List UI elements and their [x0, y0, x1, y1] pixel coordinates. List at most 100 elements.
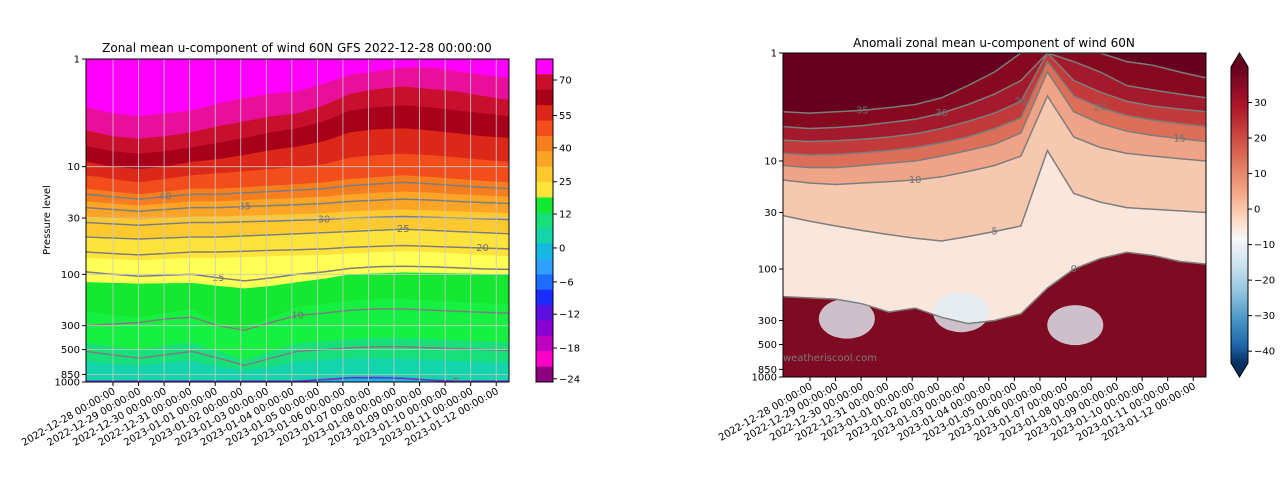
- colorbar-segment: [536, 243, 553, 260]
- contour-label: 10: [291, 310, 304, 321]
- colorbar-segment: [536, 305, 553, 321]
- contour-line: [86, 198, 509, 213]
- colorbar-segment: [536, 351, 553, 368]
- colorbar-segment: [536, 89, 553, 106]
- negative-anomaly-patch: [818, 298, 875, 339]
- filled-contour-band: [86, 376, 509, 382]
- contour-label: 25: [1015, 96, 1028, 107]
- y-tick-label: 500: [61, 345, 80, 356]
- contour-line: [86, 345, 509, 367]
- contour-line: [783, 53, 1206, 114]
- colorbar-tick-label: −10: [1254, 240, 1275, 251]
- colorbar-tick-label: 55: [559, 111, 572, 122]
- chart-panel-right: Anomali zonal mean u-component of wind 6…: [717, 36, 1275, 444]
- colorbar-segment: [536, 258, 553, 275]
- y-tick-label: 10: [764, 157, 777, 168]
- colorbar-segment: [536, 135, 553, 152]
- colorbar-extend-bottom: [1231, 363, 1248, 377]
- colorbar-tick-label: −20: [1254, 276, 1275, 287]
- y-axis-label-left: Pressure level: [42, 185, 53, 255]
- colorbar-segment: [536, 182, 553, 198]
- contour-label: 15: [1173, 134, 1186, 145]
- contour-label: 10: [909, 175, 922, 186]
- contour-label: 20: [476, 243, 489, 254]
- chart-title-right: Anomali zonal mean u-component of wind 6…: [853, 36, 1135, 50]
- colorbar-segment: [536, 320, 553, 337]
- contour-label: 40: [159, 192, 172, 203]
- colorbar-segment: [536, 289, 553, 306]
- colorbar-tick-label: 20: [1254, 134, 1267, 145]
- y-tick-label: 100: [61, 270, 80, 281]
- colorbar-segment: [536, 120, 553, 137]
- colorbar-tick-label: −30: [1254, 311, 1275, 322]
- contour-label: 35: [856, 105, 869, 116]
- colorbar-frame: [535, 58, 554, 383]
- filled-contour-band: [86, 358, 509, 382]
- colorbar-tick-label: 30: [1254, 98, 1267, 109]
- contour-line: [86, 308, 509, 331]
- colorbar-tick-label: −24: [559, 374, 580, 385]
- colorbar-tick-label: 70: [559, 75, 572, 86]
- colorbar-segment: [536, 228, 553, 245]
- colorbar-segment: [536, 366, 553, 383]
- chart-panel-left: Zonal mean u-component of wind 60N GFS 2…: [20, 41, 580, 449]
- contour-label: 30: [935, 108, 948, 119]
- contour-line: [86, 181, 509, 200]
- y-tick-label: 30: [764, 208, 777, 219]
- contour-label: 5: [991, 227, 997, 238]
- y-tick-label: 1000: [55, 378, 80, 389]
- contour-line: [783, 53, 1206, 143]
- contour-label: 35: [238, 202, 251, 213]
- contour-label: 30: [318, 215, 331, 226]
- colorbar-right: 30 20 10 0 −10 −20 −30 −40: [1230, 52, 1275, 378]
- contour-label: 0: [453, 376, 459, 387]
- contour-line: [783, 94, 1206, 186]
- y-tick-label: 850: [758, 365, 777, 376]
- colorbar-tick-label: 12: [559, 210, 572, 221]
- contour-label: 20: [1094, 103, 1107, 114]
- watermark: weatheriscool.com: [783, 353, 877, 364]
- contour-line: [783, 53, 1206, 130]
- contour-label: 15: [212, 273, 225, 284]
- chart-title-left: Zonal mean u-component of wind 60N GFS 2…: [102, 41, 492, 55]
- axes-frame-right: [782, 52, 1207, 378]
- contour-line: [86, 376, 509, 382]
- contour-line: [783, 148, 1206, 242]
- y-tick-label: 1000: [752, 373, 777, 384]
- colorbar-left: 70 55 40 25 12 0 −6 −12 −18 −24: [535, 58, 580, 385]
- colorbar-segment: [536, 166, 553, 183]
- contour-line: [86, 215, 509, 226]
- contour-line: [86, 228, 509, 240]
- colorbar-tick-label: 25: [559, 177, 572, 188]
- plot-area-right: 35 30 25 20 15 10 5 0: [783, 53, 1206, 377]
- colorbar-tick-label: −18: [559, 344, 580, 355]
- colorbar-tick-label: 0: [1254, 205, 1260, 216]
- y-tick-label: 300: [61, 321, 80, 332]
- contour-line: [783, 70, 1206, 169]
- colorbar-gradient: [1231, 67, 1248, 363]
- y-tick-label: 1: [74, 55, 80, 66]
- colorbar-tick-label: 40: [559, 143, 572, 154]
- y-tick-label: 10: [67, 162, 80, 173]
- y-tick-label: 100: [758, 265, 777, 276]
- y-tick-label: 1: [771, 49, 777, 60]
- contour-label: 0: [1071, 264, 1077, 275]
- contour-label: 25: [397, 224, 410, 235]
- colorbar-tick-label: 0: [559, 243, 565, 254]
- colorbar-segment: [536, 151, 553, 168]
- colorbar-segment: [536, 197, 553, 214]
- contour-line: [783, 251, 1206, 325]
- colorbar-frame: [1230, 52, 1249, 378]
- y-tick-label: 850: [61, 370, 80, 381]
- contour-line: [783, 60, 1206, 156]
- plot-area-left: 40 35 30 25 20 15 10 0: [86, 59, 509, 387]
- y-tick-label: 300: [758, 316, 777, 327]
- axes-frame-left: [85, 58, 510, 383]
- colorbar-tick-label: −12: [559, 310, 580, 321]
- y-tick-label: 500: [758, 340, 777, 351]
